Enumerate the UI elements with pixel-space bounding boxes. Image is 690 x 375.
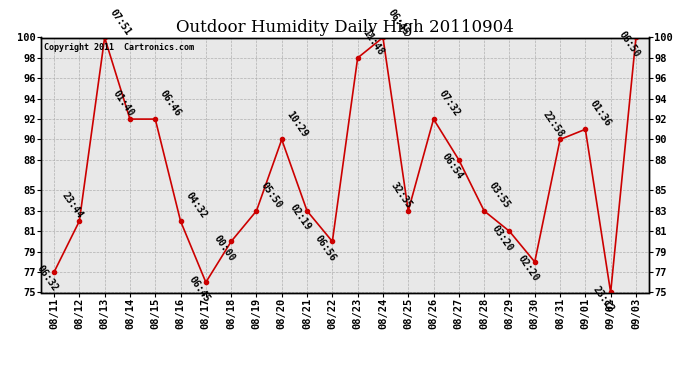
Text: 06:45: 06:45: [386, 7, 411, 37]
Text: 06:45: 06:45: [186, 274, 211, 304]
Text: Copyright 2011  Cartronics.com: Copyright 2011 Cartronics.com: [44, 43, 195, 52]
Text: 07:32: 07:32: [436, 88, 462, 118]
Text: 01:36: 01:36: [588, 99, 613, 129]
Text: 01:40: 01:40: [110, 88, 135, 118]
Title: Outdoor Humidity Daily High 20110904: Outdoor Humidity Daily High 20110904: [176, 19, 514, 36]
Text: 23:12: 23:12: [591, 284, 616, 314]
Text: 05:50: 05:50: [259, 180, 284, 210]
Text: 32:35: 32:35: [388, 180, 414, 210]
Text: 10:29: 10:29: [284, 109, 310, 139]
Text: 06:32: 06:32: [34, 264, 59, 294]
Text: 00:00: 00:00: [212, 233, 237, 263]
Text: 06:50: 06:50: [616, 29, 642, 59]
Text: 02:20: 02:20: [515, 254, 540, 284]
Text: 06:54: 06:54: [440, 152, 464, 182]
Text: 07:51: 07:51: [108, 7, 132, 37]
Text: 22:58: 22:58: [540, 109, 566, 139]
Text: 06:56: 06:56: [313, 233, 338, 263]
Text: 03:20: 03:20: [490, 223, 515, 253]
Text: 06:46: 06:46: [158, 88, 183, 118]
Text: 04:32: 04:32: [184, 190, 208, 220]
Text: 11:48: 11:48: [360, 27, 386, 57]
Text: 23:44: 23:44: [60, 190, 85, 220]
Text: 03:55: 03:55: [487, 180, 512, 210]
Text: 02:19: 02:19: [288, 202, 313, 232]
